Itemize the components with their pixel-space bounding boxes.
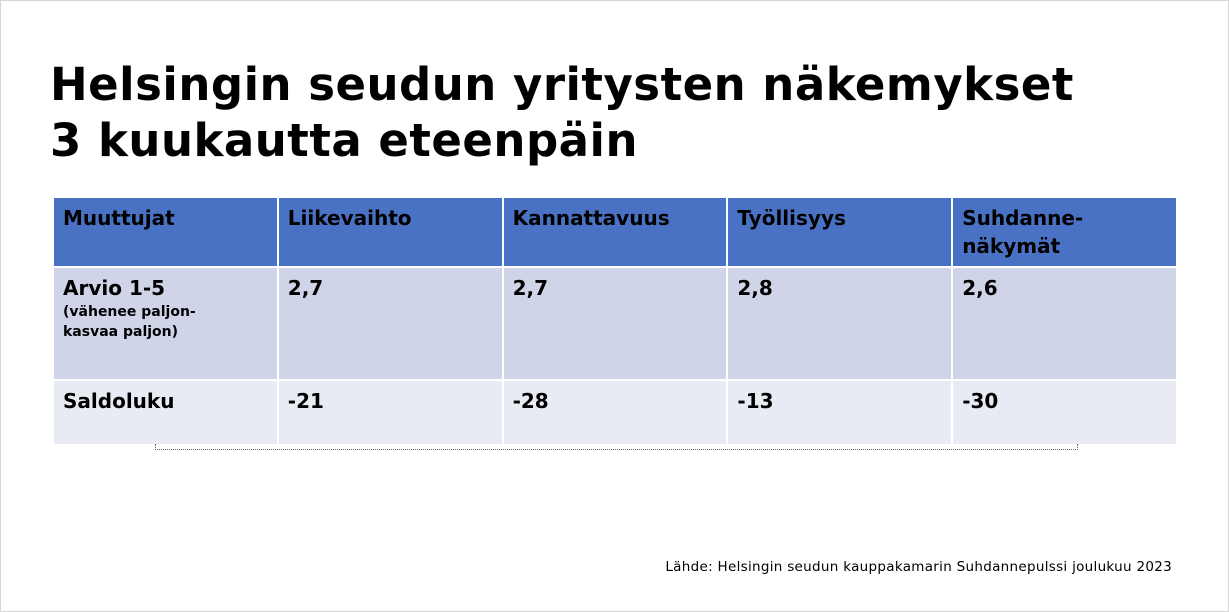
row-label-arvio: Arvio 1-5 (vähenee paljon- kasvaa paljon… [52, 266, 279, 381]
row-sublabel-text: (vähenee paljon- kasvaa paljon) [63, 304, 196, 340]
source-note: Lähde: Helsingin seudun kauppakamarin Su… [665, 559, 1172, 575]
cell-saldoluku-tyollisyys: -13 [726, 379, 954, 446]
cell-arvio-suhdannenakymat: 2,6 [951, 266, 1178, 381]
slide-title: Helsingin seudun yritysten näkemykset 3 … [50, 57, 1074, 169]
header-suhdannenakymat-text: Suhdanne- näkymät [962, 206, 1084, 258]
table-header-row: Muuttujat Liikevaihto Kannattavuus Työll… [52, 196, 1178, 268]
cell-arvio-kannattavuus: 2,7 [501, 266, 729, 381]
results-table: Muuttujat Liikevaihto Kannattavuus Työll… [52, 196, 1178, 446]
cell-arvio-tyollisyys: 2,8 [726, 266, 954, 381]
header-tyollisyys: Työllisyys [726, 196, 954, 268]
row-label-text: Arvio 1-5 [63, 276, 166, 300]
header-liikevaihto: Liikevaihto [276, 196, 504, 268]
header-suhdannenakymat: Suhdanne- näkymät [951, 196, 1178, 268]
header-kannattavuus: Kannattavuus [501, 196, 729, 268]
cell-saldoluku-liikevaihto: -21 [276, 379, 504, 446]
cell-saldoluku-kannattavuus: -28 [501, 379, 729, 446]
selection-bracket [155, 444, 1078, 450]
cell-saldoluku-suhdannenakymat: -30 [951, 379, 1178, 446]
header-muuttujat: Muuttujat [52, 196, 279, 268]
table-row: Saldoluku -21 -28 -13 -30 [52, 379, 1178, 446]
cell-arvio-liikevaihto: 2,7 [276, 266, 504, 381]
slide-title-line-2: 3 kuukautta eteenpäin [50, 114, 639, 167]
slide-title-line-1: Helsingin seudun yritysten näkemykset [50, 58, 1074, 111]
row-label-saldoluku: Saldoluku [52, 379, 279, 446]
table-row: Arvio 1-5 (vähenee paljon- kasvaa paljon… [52, 266, 1178, 381]
